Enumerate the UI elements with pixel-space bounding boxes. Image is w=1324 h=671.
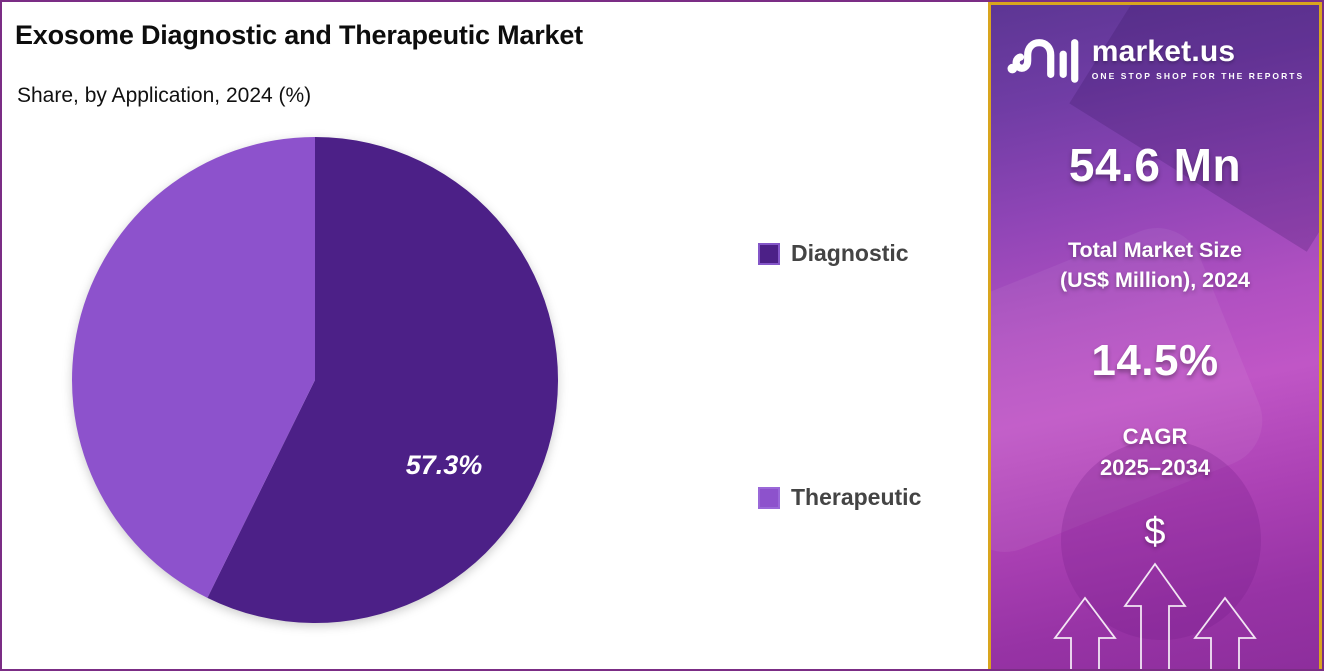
legend-swatch-diagnostic	[758, 242, 780, 265]
market-size-label: Total Market Size (US$ Million), 2024	[1060, 236, 1250, 295]
brand: market.us ONE STOP SHOP FOR THE REPORTS	[1006, 35, 1304, 83]
brand-tagline: ONE STOP SHOP FOR THE REPORTS	[1091, 71, 1305, 81]
market-size-label-line1: Total Market Size	[1067, 238, 1243, 262]
cagr-label-line2: 2025–2034	[1099, 454, 1211, 480]
pie-slice-diagnostic	[207, 137, 559, 623]
sidebar: market.us ONE STOP SHOP FOR THE REPORTS …	[988, 2, 1322, 669]
legend-item-therapeutic: Therapeutic	[758, 484, 921, 511]
pie-slice-therapeutic	[72, 137, 315, 598]
growth-arrows-icon	[1053, 562, 1257, 669]
brand-logo-icon	[1007, 39, 1079, 83]
cagr-value: 14.5%	[1091, 336, 1219, 386]
chart-title: Exosome Diagnostic and Therapeutic Marke…	[15, 20, 583, 50]
legend-swatch-therapeutic	[758, 486, 780, 509]
cagr-label-line1: CAGR	[1122, 424, 1188, 450]
cagr-label: CAGR 2025–2034	[1100, 422, 1210, 483]
chart-area: Exosome Diagnostic and Therapeutic Marke…	[2, 2, 988, 669]
market-size-label-line2: (US$ Million), 2024	[1060, 267, 1250, 292]
pie-chart: 57.3%	[72, 137, 559, 623]
legend-label-therapeutic: Therapeutic	[791, 484, 922, 510]
market-size-value: 54.6 Mn	[1068, 139, 1242, 191]
pie-value-label: 57.3%	[406, 450, 483, 480]
chart-subtitle: Share, by Application, 2024 (%)	[17, 84, 312, 107]
brand-name: market.us	[1091, 35, 1236, 68]
legend-label-diagnostic: Diagnostic	[791, 240, 909, 266]
legend-item-diagnostic: Diagnostic	[758, 240, 909, 267]
dollar-icon: $	[1144, 511, 1166, 553]
